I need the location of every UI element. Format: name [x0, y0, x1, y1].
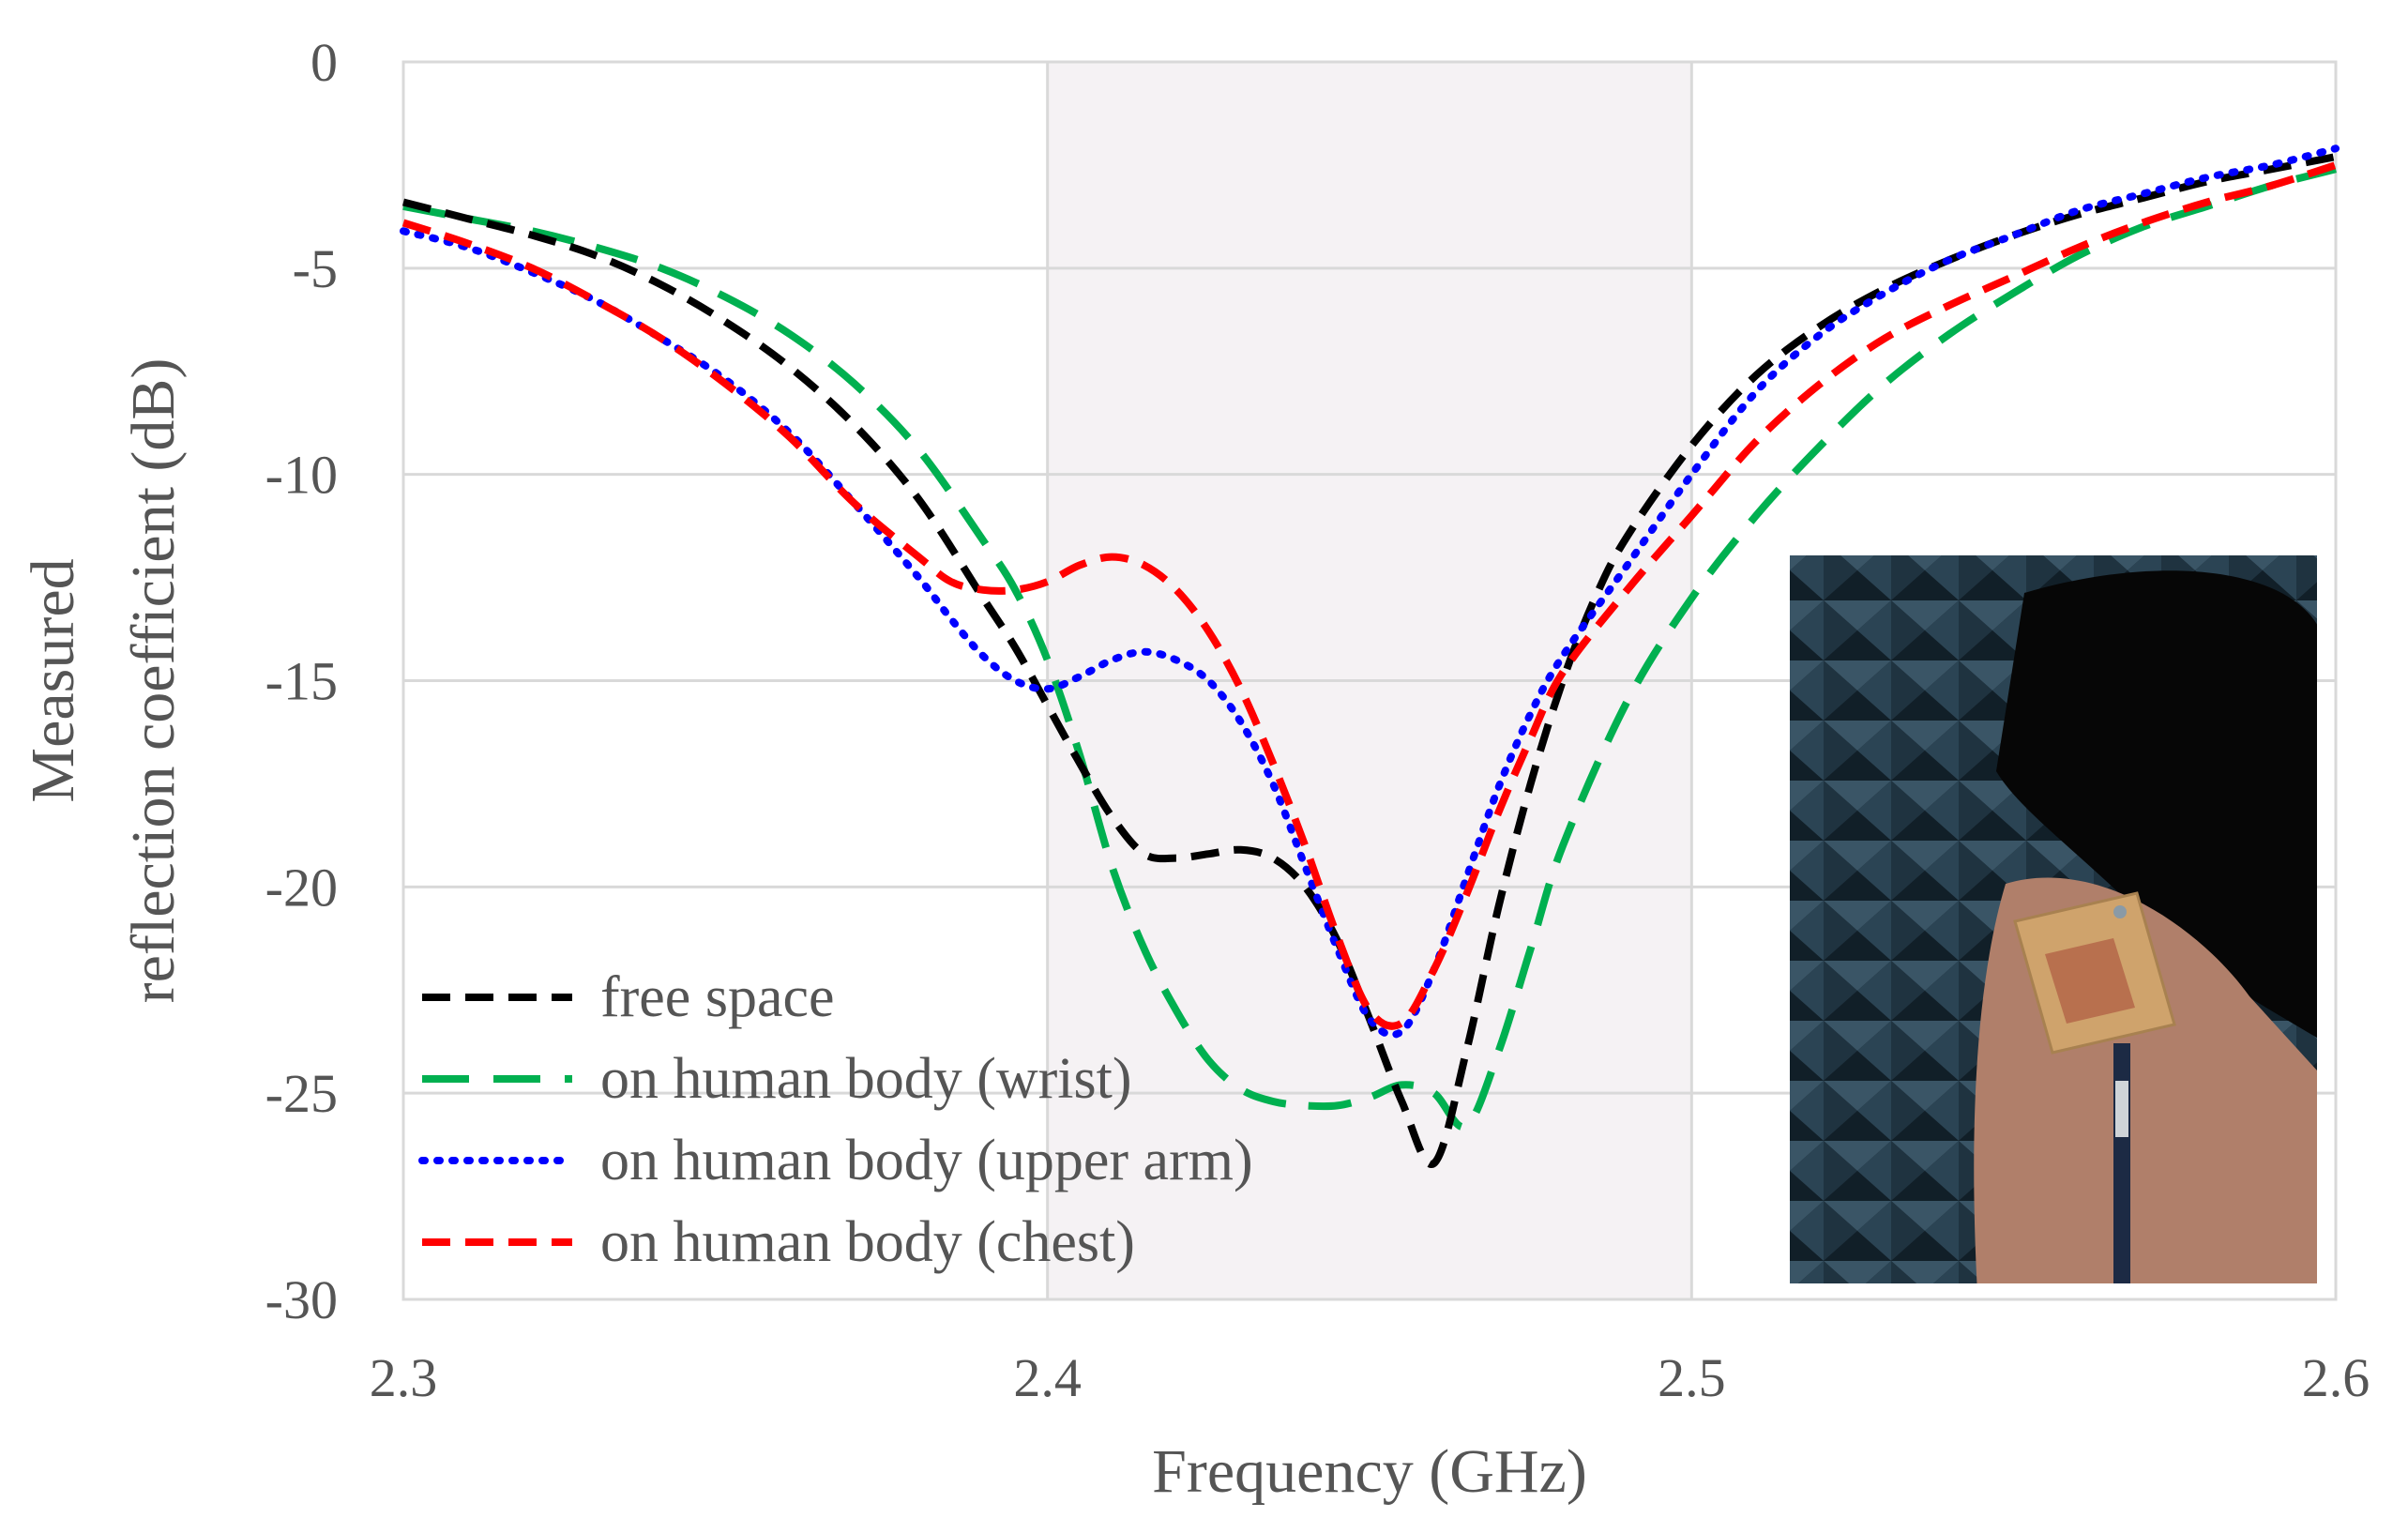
- y-tick-label: -5: [293, 238, 338, 299]
- y-tick-label: 0: [310, 32, 338, 93]
- x-tick-label: 2.3: [370, 1347, 438, 1408]
- legend-label: on human body (wrist): [600, 1047, 1132, 1111]
- y-tick-label: -25: [265, 1063, 338, 1124]
- dark-sleeve: [1996, 570, 2317, 1039]
- series-line-3: [401, 161, 2338, 1030]
- legend-item: free space: [422, 965, 835, 1029]
- x-tick-label: 2.6: [2302, 1347, 2370, 1408]
- x-tick-label: 2.4: [1013, 1347, 1082, 1408]
- sma-connector: [2115, 1081, 2128, 1137]
- series-line-1: [402, 165, 2337, 1131]
- y-axis-label-line-1: Measured: [19, 558, 87, 802]
- legend-label: on human body (chest): [600, 1210, 1135, 1274]
- legend-item: on human body (chest): [422, 1210, 1135, 1274]
- legend-label: free space: [600, 965, 835, 1029]
- plot-frame: [401, 60, 2338, 1301]
- antenna-marker: [2113, 905, 2127, 918]
- x-tick-label: 2.5: [1658, 1347, 1726, 1408]
- legend-label: on human body (upper arm): [600, 1129, 1253, 1192]
- legend-item: on human body (upper arm): [418, 1129, 1253, 1192]
- x-axis-label: Frequency (GHz): [1152, 1437, 1587, 1506]
- legend-item: on human body (wrist): [422, 1047, 1132, 1111]
- antenna-patch: [2045, 938, 2135, 1024]
- y-tick-label: -15: [265, 651, 338, 712]
- y-axis-label-line-2: reflection coefficient (dB): [119, 358, 188, 1004]
- inset-photo: [1790, 555, 2317, 1283]
- y-tick-label: -10: [265, 445, 338, 506]
- y-tick-label: -30: [265, 1269, 338, 1330]
- y-tick-label: -20: [265, 857, 338, 918]
- series-line-0: [402, 153, 2337, 1168]
